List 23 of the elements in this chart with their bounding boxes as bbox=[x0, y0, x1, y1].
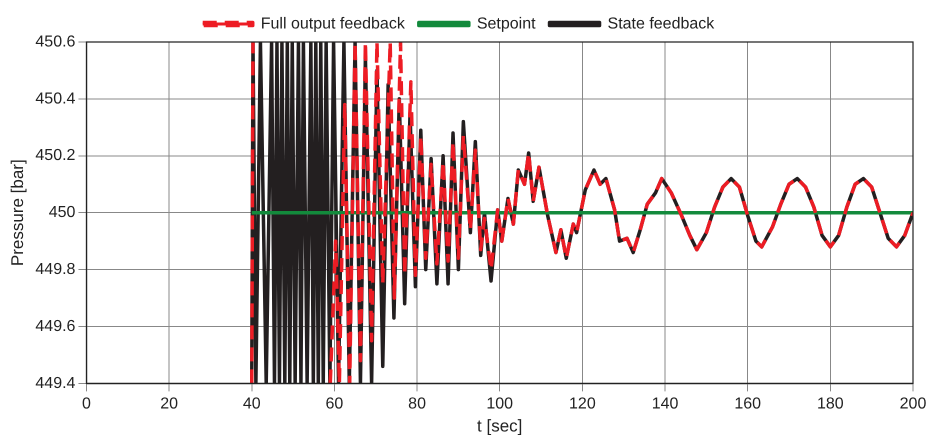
x-tick-label: 200 bbox=[900, 395, 926, 412]
legend-label: Full output feedback bbox=[260, 15, 406, 32]
legend-label: State feedback bbox=[608, 15, 716, 32]
x-tick-label: 100 bbox=[486, 395, 514, 412]
y-tick-label: 449.4 bbox=[35, 374, 76, 392]
y-tick-label: 450.4 bbox=[35, 90, 76, 108]
x-tick-label: 20 bbox=[160, 395, 178, 412]
x-tick-label: 40 bbox=[242, 395, 261, 412]
y-tick-label: 449.8 bbox=[35, 261, 76, 278]
x-axis-title: t [sec] bbox=[477, 416, 522, 436]
x-tick-label: 60 bbox=[326, 395, 344, 412]
y-tick-label: 450.6 bbox=[35, 33, 76, 50]
x-tick-label: 0 bbox=[82, 395, 91, 412]
y-tick-label: 449.6 bbox=[35, 318, 76, 335]
x-tick-label: 120 bbox=[569, 395, 596, 412]
x-tick-label: 80 bbox=[408, 395, 426, 412]
y-tick-label: 450 bbox=[48, 204, 76, 222]
y-tick-label: 450.2 bbox=[35, 147, 76, 164]
legend-label: Setpoint bbox=[476, 15, 536, 32]
x-tick-label: 180 bbox=[816, 395, 844, 412]
x-tick-label: 160 bbox=[734, 395, 762, 412]
y-axis-title: Pressure [bar] bbox=[8, 159, 27, 266]
x-tick-label: 140 bbox=[652, 395, 678, 412]
